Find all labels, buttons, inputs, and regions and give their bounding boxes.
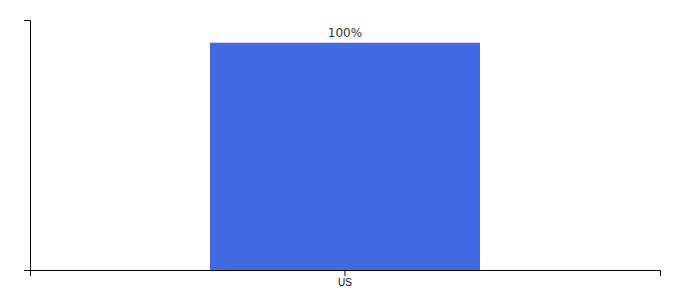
data-labels: 100% (328, 26, 362, 40)
x-tick-mark (345, 270, 346, 276)
chart-svg: US 100% (0, 0, 680, 300)
chart-container: US 100% (0, 0, 680, 300)
bar (210, 43, 480, 270)
y-axis (24, 21, 31, 271)
bars (210, 43, 480, 270)
y-axis-line (24, 21, 31, 271)
data-label: 100% (328, 26, 362, 40)
x-axis-line (31, 271, 661, 277)
x-axis: US (31, 270, 661, 288)
x-tick: US (338, 270, 352, 288)
x-tick-label: US (338, 277, 352, 288)
plot-area: US 100% (24, 21, 661, 289)
